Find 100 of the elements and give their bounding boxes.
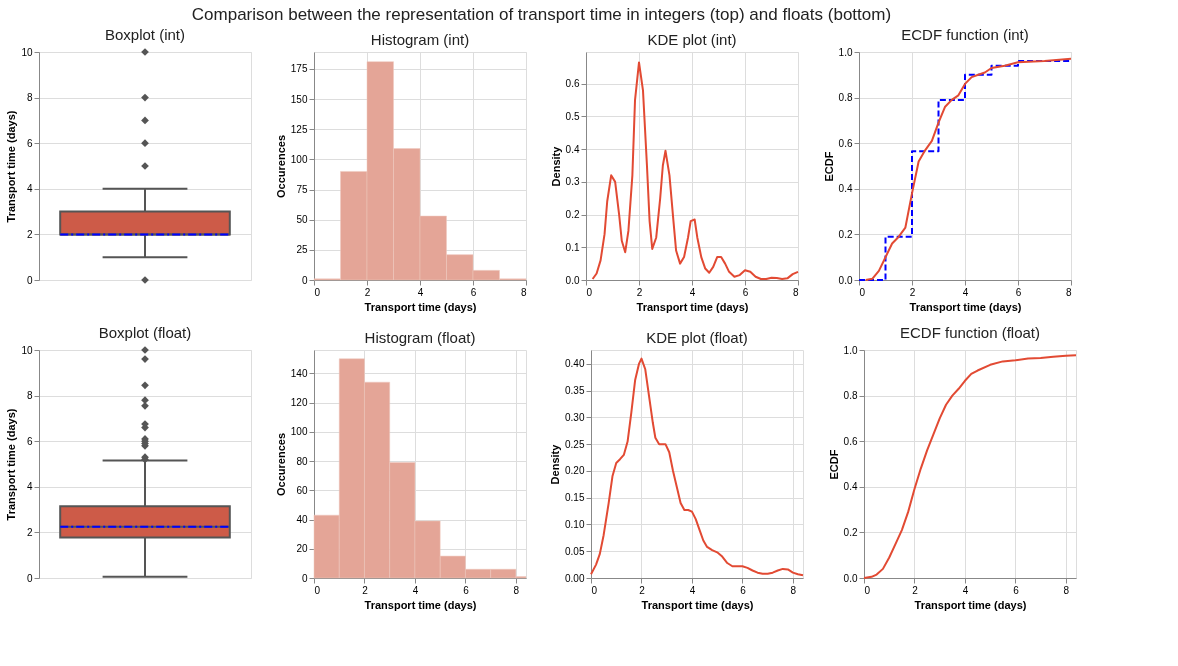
y-tick-label: 75: [296, 184, 308, 196]
y-tick-label: 60: [296, 484, 308, 496]
x-tick-label: 4: [689, 286, 696, 298]
y-tick-label: 0.1: [565, 241, 580, 253]
y-tick-label: 0.35: [565, 385, 585, 397]
y-tick-label: 10: [21, 344, 33, 356]
y-tick-label: 50: [296, 214, 308, 226]
y-tick-label: 0.40: [565, 358, 585, 370]
y-tick-label: 0.5: [565, 110, 580, 122]
y-tick-label: 0.00: [565, 572, 585, 584]
x-tick-label: 6: [470, 286, 477, 298]
y-tick-label: 150: [290, 93, 308, 105]
x-tick-label: 0: [586, 286, 593, 298]
y-tick-label: 0.6: [843, 435, 858, 447]
y-tick-label: 4: [26, 481, 33, 493]
y-tick-label: 25: [296, 244, 308, 256]
y-tick-label: 0.8: [843, 390, 858, 402]
y-tick-label: 6: [26, 435, 33, 447]
y-axis-title: Transport time (days): [5, 110, 18, 223]
x-tick-label: 2: [636, 286, 643, 298]
y-tick-label: 1.0: [838, 46, 853, 58]
y-tick-label: 175: [290, 63, 308, 75]
y-tick-label: 2: [26, 228, 33, 240]
x-tick-label: 6: [742, 286, 749, 298]
x-tick-label: 8: [513, 584, 520, 596]
y-tick-label: 0: [26, 572, 33, 584]
y-axis-title: Transport time (days): [5, 408, 18, 521]
x-tick-label: 0: [314, 584, 321, 596]
y-tick-label: 0.2: [838, 228, 853, 240]
x-tick-label: 6: [1013, 584, 1020, 596]
x-tick-label: 4: [417, 286, 424, 298]
chart-title: ECDF function (int): [901, 26, 1029, 43]
x-tick-label: 4: [962, 286, 969, 298]
x-tick-label: 8: [1065, 286, 1072, 298]
y-tick-label: 100: [290, 426, 308, 438]
chart-title: Histogram (float): [364, 329, 476, 346]
y-tick-label: 140: [290, 367, 308, 379]
y-tick-label: 4: [26, 183, 33, 195]
chart-title: Boxplot (float): [98, 324, 192, 341]
y-tick-label: 0.4: [838, 183, 853, 195]
y-tick-label: 0.0: [838, 274, 853, 286]
x-tick-label: 0: [591, 584, 598, 596]
y-tick-label: 10: [21, 46, 33, 58]
y-tick-label: 0.0: [565, 274, 580, 286]
y-tick-label: 0: [301, 274, 308, 286]
x-tick-label: 6: [1015, 286, 1022, 298]
y-tick-label: 0.0: [843, 572, 858, 584]
x-tick-label: 8: [790, 584, 797, 596]
x-tick-label: 4: [962, 584, 969, 596]
y-tick-label: 0.4: [843, 481, 858, 493]
y-tick-label: 0.8: [838, 92, 853, 104]
x-tick-label: 6: [740, 584, 747, 596]
x-tick-label: 0: [314, 286, 321, 298]
y-tick-label: 0: [26, 274, 33, 286]
y-axis-title: Occurences: [274, 135, 287, 198]
chart-title: Histogram (int): [370, 31, 470, 48]
y-tick-label: 0.2: [843, 526, 858, 538]
chart-title: Boxplot (int): [104, 26, 186, 43]
x-axis-title: Transport time (days): [909, 300, 1022, 313]
x-tick-label: 8: [520, 286, 527, 298]
x-axis-title: Transport time (days): [636, 300, 749, 313]
line-series: [591, 61, 799, 281]
x-tick-label: 2: [912, 584, 919, 596]
y-tick-label: 0.30: [565, 411, 585, 423]
y-tick-label: 0.20: [565, 465, 585, 477]
x-tick-label: 6: [463, 584, 470, 596]
x-tick-label: 2: [639, 584, 646, 596]
x-tick-label: 2: [909, 286, 916, 298]
x-tick-label: 0: [864, 584, 871, 596]
y-tick-label: 1.0: [843, 344, 858, 356]
x-tick-label: 4: [412, 584, 419, 596]
y-tick-label: 8: [26, 92, 33, 104]
y-tick-label: 0: [301, 572, 308, 584]
y-tick-label: 0.10: [565, 518, 585, 530]
x-axis-title: Transport time (days): [641, 598, 754, 611]
y-tick-label: 2: [26, 526, 33, 538]
x-tick-label: 2: [364, 286, 371, 298]
chart-title: KDE plot (int): [647, 31, 737, 48]
y-tick-label: 125: [290, 123, 308, 135]
y-tick-label: 8: [26, 390, 33, 402]
y-tick-label: 6: [26, 137, 33, 149]
y-tick-label: 0.15: [565, 492, 585, 504]
y-tick-label: 0.6: [838, 137, 853, 149]
y-axis-title: ECDF: [822, 151, 835, 182]
y-tick-label: 40: [296, 514, 308, 526]
y-tick-label: 120: [290, 397, 308, 409]
y-tick-label: 100: [290, 153, 308, 165]
text: Comparison between the representation of transport time in integers (top) and floats (bottom): [191, 4, 892, 24]
y-axis-title: ECDF: [827, 449, 840, 480]
y-axis-title: Occurences: [274, 433, 287, 496]
y-tick-label: 0.4: [565, 143, 580, 155]
chart-title: KDE plot (float): [646, 329, 748, 346]
y-tick-label: 0.25: [565, 438, 585, 450]
y-tick-label: 80: [296, 455, 308, 467]
x-axis-title: Transport time (days): [914, 598, 1027, 611]
y-axis-title: Density: [549, 145, 562, 187]
x-tick-label: 2: [362, 584, 369, 596]
chart-title: ECDF function (float): [899, 324, 1041, 341]
x-axis-title: Transport time (days): [364, 300, 477, 313]
x-tick-label: 0: [859, 286, 866, 298]
